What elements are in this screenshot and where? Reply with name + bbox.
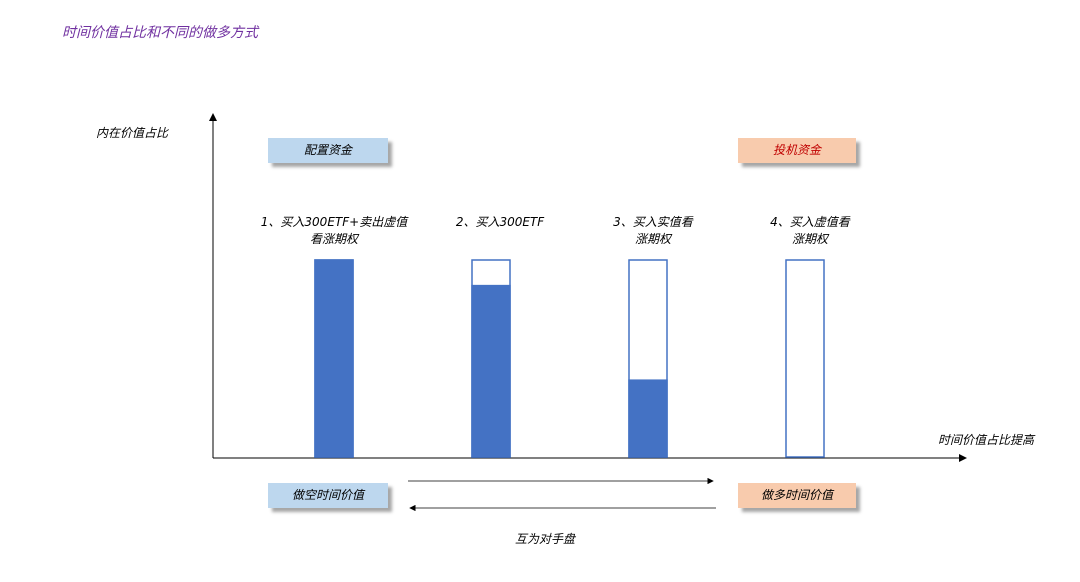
strategy-1-caption: 1、买入300ETF+卖出虚值 看涨期权 (244, 214, 424, 248)
strategy-2-caption: 2、买入300ETF (440, 214, 560, 231)
y-axis-label: 内在价值占比 (96, 126, 169, 140)
strategy-3-caption-line2: 涨期权 (634, 232, 671, 246)
diagram-title: 时间价值占比和不同的做多方式 (62, 25, 258, 41)
strategy-4-caption-line2: 涨期权 (791, 232, 828, 246)
bar-2-intrinsic-fill (471, 284, 511, 458)
strategy-1-caption-line2: 看涨期权 (309, 232, 358, 246)
strategy-1-caption-line1: 1、买入300ETF+卖出虚值 (260, 215, 408, 229)
short-time-value-box: 做空时间价值 (268, 483, 388, 508)
speculation-capital-box: 投机资金 (738, 138, 856, 163)
counterparty-label: 互为对手盘 (515, 532, 576, 546)
allocation-capital-box: 配置资金 (268, 138, 388, 163)
strategy-3-caption-line1: 3、买入实值看 (613, 215, 693, 229)
bar-1-intrinsic-fill (314, 259, 354, 458)
strategy-2-caption-line1: 2、买入300ETF (455, 215, 545, 229)
strategy-3-caption: 3、买入实值看 涨期权 (598, 214, 708, 248)
bar-4-outline (785, 259, 825, 458)
long-time-value-box: 做多时间价值 (738, 483, 856, 508)
x-axis-label: 时间价值占比提高 (938, 433, 1035, 447)
strategy-4-caption: 4、买入虚值看 涨期权 (755, 214, 865, 248)
intrinsic-value-bars (314, 259, 825, 458)
strategy-4-caption-line1: 4、买入虚值看 (770, 215, 850, 229)
bar-3-intrinsic-fill (628, 379, 668, 458)
